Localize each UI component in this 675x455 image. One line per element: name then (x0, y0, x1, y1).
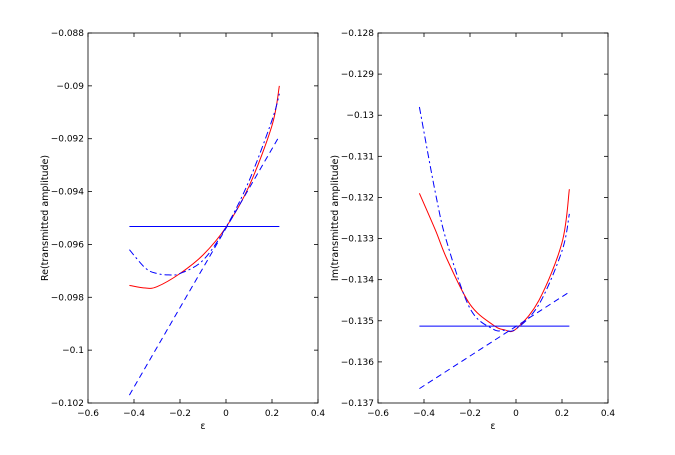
y-tick-label: −0.131 (341, 152, 374, 162)
y-tick-label: −0.096 (51, 240, 85, 250)
y-tick-label: −0.129 (341, 70, 375, 80)
y-tick-label: −0.136 (341, 358, 375, 368)
y-axis-label: Im(transmitted amplitude) (330, 155, 341, 281)
x-tick-label: −0.2 (459, 409, 481, 419)
y-tick-label: −0.135 (341, 317, 374, 327)
x-tick-label: 0 (513, 409, 519, 419)
plot-area (377, 32, 609, 404)
series-line-solid-0 (418, 189, 570, 333)
x-axis-label: ε (490, 421, 495, 432)
chart-left: −0.6 −0.4 −0.2 0 0.2 0.4 −0.102 −0.1 −0.098 −0.09… (40, 29, 325, 432)
chart-right: −0.6 −0.4 −0.2 0 0.2 0.4 −0.137 −0.136 −0.135 −0.… (330, 29, 615, 432)
y-tick-label: −0.098 (51, 293, 85, 303)
x-tick-label: −0.4 (123, 409, 145, 419)
y-tick-label: −0.094 (51, 188, 85, 198)
series-line-dashdot-1 (129, 93, 280, 276)
x-tick-label: −0.6 (77, 409, 99, 419)
y-tick-label: −0.133 (341, 235, 374, 245)
y-tick-label: −0.13 (346, 111, 374, 121)
x-tick-label: 0.2 (265, 409, 279, 419)
series-line-dashdot-1 (418, 106, 570, 332)
x-tick-label: 0.2 (555, 409, 569, 419)
x-tick-label: −0.2 (169, 409, 191, 419)
y-tick-label: −0.092 (51, 135, 84, 145)
y-tick-label: −0.09 (56, 82, 84, 92)
series-line-solid-0 (129, 85, 280, 289)
y-tick-label: −0.132 (341, 193, 374, 203)
x-tick-label: 0.4 (311, 409, 326, 419)
y-tick-label: −0.1 (62, 346, 84, 356)
x-tick-label: 0 (223, 409, 229, 419)
y-axis-label: Re(transmitted amplitude) (40, 155, 51, 281)
y-tick-label: −0.134 (341, 276, 375, 286)
x-tick-label: −0.6 (367, 409, 389, 419)
x-axis-label: ε (200, 421, 205, 432)
x-tick-label: 0.4 (601, 409, 616, 419)
plot-area (87, 32, 319, 404)
y-tick-label: −0.128 (341, 29, 375, 39)
y-tick-label: −0.137 (341, 399, 374, 409)
y-tick-label: −0.102 (51, 399, 84, 409)
x-tick-label: −0.4 (413, 409, 435, 419)
y-tick-label: −0.088 (51, 29, 85, 39)
